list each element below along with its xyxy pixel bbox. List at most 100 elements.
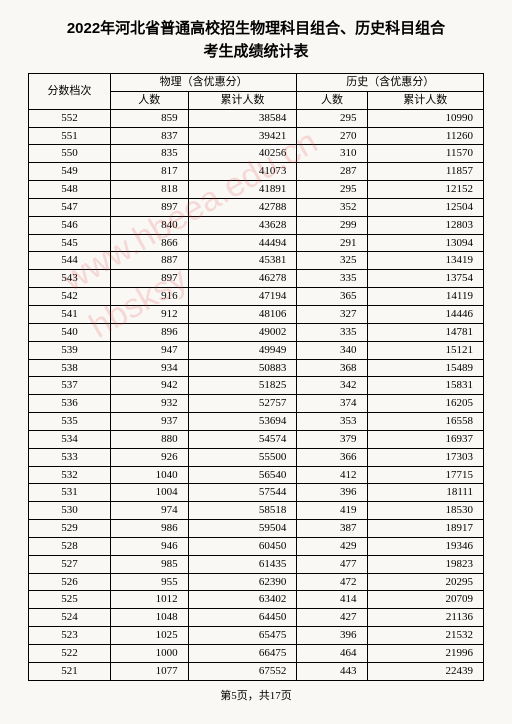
cell-hist-count: 335 — [297, 270, 367, 288]
cell-phys-cum: 53694 — [188, 413, 297, 431]
cell-hist-cum: 11570 — [367, 145, 483, 163]
cell-phys-count: 1025 — [110, 627, 188, 645]
cell-phys-cum: 50883 — [188, 359, 297, 377]
cell-phys-cum: 60450 — [188, 537, 297, 555]
cell-score: 552 — [29, 109, 111, 127]
cell-score: 526 — [29, 573, 111, 591]
header-physics: 物理（含优惠分） — [110, 74, 297, 92]
cell-hist-cum: 14446 — [367, 305, 483, 323]
cell-hist-count: 477 — [297, 555, 367, 573]
cell-phys-count: 887 — [110, 252, 188, 270]
cell-phys-count: 986 — [110, 520, 188, 538]
table-row: 5408964900233514781 — [29, 323, 484, 341]
cell-hist-cum: 17303 — [367, 448, 483, 466]
cell-phys-count: 926 — [110, 448, 188, 466]
cell-phys-count: 1000 — [110, 645, 188, 663]
table-body: 5528593858429510990551837394212701126055… — [29, 109, 484, 680]
cell-hist-count: 335 — [297, 323, 367, 341]
cell-hist-cum: 18111 — [367, 484, 483, 502]
cell-hist-count: 295 — [297, 109, 367, 127]
cell-hist-count: 287 — [297, 163, 367, 181]
cell-score: 523 — [29, 627, 111, 645]
cell-phys-count: 837 — [110, 127, 188, 145]
cell-hist-cum: 17715 — [367, 466, 483, 484]
title-line-2: 考生成绩统计表 — [203, 43, 308, 60]
cell-hist-count: 379 — [297, 430, 367, 448]
cell-hist-count: 365 — [297, 288, 367, 306]
cell-phys-count: 947 — [110, 341, 188, 359]
table-row: 5468404362829912803 — [29, 216, 484, 234]
cell-phys-count: 955 — [110, 573, 188, 591]
cell-phys-cum: 64450 — [188, 609, 297, 627]
cell-score: 533 — [29, 448, 111, 466]
cell-phys-cum: 62390 — [188, 573, 297, 591]
cell-phys-count: 897 — [110, 270, 188, 288]
cell-hist-count: 374 — [297, 395, 367, 413]
cell-hist-count: 396 — [297, 627, 367, 645]
cell-hist-count: 429 — [297, 537, 367, 555]
cell-score: 534 — [29, 430, 111, 448]
table-row: 5429164719436514119 — [29, 288, 484, 306]
cell-phys-cum: 42788 — [188, 198, 297, 216]
cell-score: 549 — [29, 163, 111, 181]
cell-phys-count: 859 — [110, 109, 188, 127]
table-row: 52110776755244322439 — [29, 662, 484, 680]
cell-phys-cum: 41073 — [188, 163, 297, 181]
cell-hist-count: 443 — [297, 662, 367, 680]
cell-hist-count: 299 — [297, 216, 367, 234]
cell-phys-cum: 51825 — [188, 377, 297, 395]
cell-score: 524 — [29, 609, 111, 627]
cell-hist-cum: 21532 — [367, 627, 483, 645]
cell-hist-cum: 12504 — [367, 198, 483, 216]
cell-hist-count: 352 — [297, 198, 367, 216]
table-row: 5438974627833513754 — [29, 270, 484, 288]
cell-phys-count: 932 — [110, 395, 188, 413]
cell-hist-cum: 16937 — [367, 430, 483, 448]
cell-phys-cum: 63402 — [188, 591, 297, 609]
cell-score: 531 — [29, 484, 111, 502]
cell-hist-cum: 22439 — [367, 662, 483, 680]
cell-score: 550 — [29, 145, 111, 163]
cell-hist-cum: 13419 — [367, 252, 483, 270]
cell-hist-cum: 16205 — [367, 395, 483, 413]
table-row: 5269556239047220295 — [29, 573, 484, 591]
cell-phys-cum: 65475 — [188, 627, 297, 645]
table-row: 5348805457437916937 — [29, 430, 484, 448]
cell-hist-cum: 13754 — [367, 270, 483, 288]
cell-hist-count: 366 — [297, 448, 367, 466]
table-row: 5359375369435316558 — [29, 413, 484, 431]
cell-hist-cum: 19823 — [367, 555, 483, 573]
cell-phys-count: 1004 — [110, 484, 188, 502]
cell-hist-count: 353 — [297, 413, 367, 431]
header-phys-count: 人数 — [110, 91, 188, 109]
cell-hist-cum: 19346 — [367, 537, 483, 555]
cell-phys-cum: 38584 — [188, 109, 297, 127]
cell-phys-count: 916 — [110, 288, 188, 306]
cell-hist-count: 310 — [297, 145, 367, 163]
cell-phys-cum: 49002 — [188, 323, 297, 341]
cell-hist-cum: 21996 — [367, 645, 483, 663]
cell-phys-count: 942 — [110, 377, 188, 395]
table-row: 5498174107328711857 — [29, 163, 484, 181]
header-score: 分数档次 — [29, 74, 111, 110]
cell-score: 539 — [29, 341, 111, 359]
cell-score: 527 — [29, 555, 111, 573]
cell-phys-cum: 43628 — [188, 216, 297, 234]
cell-phys-cum: 55500 — [188, 448, 297, 466]
cell-phys-count: 840 — [110, 216, 188, 234]
cell-score: 522 — [29, 645, 111, 663]
cell-hist-count: 464 — [297, 645, 367, 663]
table-row: 53210405654041217715 — [29, 466, 484, 484]
cell-hist-count: 387 — [297, 520, 367, 538]
cell-phys-cum: 59504 — [188, 520, 297, 538]
cell-phys-cum: 46278 — [188, 270, 297, 288]
cell-phys-cum: 41891 — [188, 181, 297, 199]
table-row: 5279856143547719823 — [29, 555, 484, 573]
cell-hist-cum: 18917 — [367, 520, 483, 538]
cell-phys-count: 934 — [110, 359, 188, 377]
cell-score: 548 — [29, 181, 111, 199]
cell-hist-count: 414 — [297, 591, 367, 609]
table-row: 5528593858429510990 — [29, 109, 484, 127]
cell-score: 521 — [29, 662, 111, 680]
cell-hist-cum: 11857 — [367, 163, 483, 181]
